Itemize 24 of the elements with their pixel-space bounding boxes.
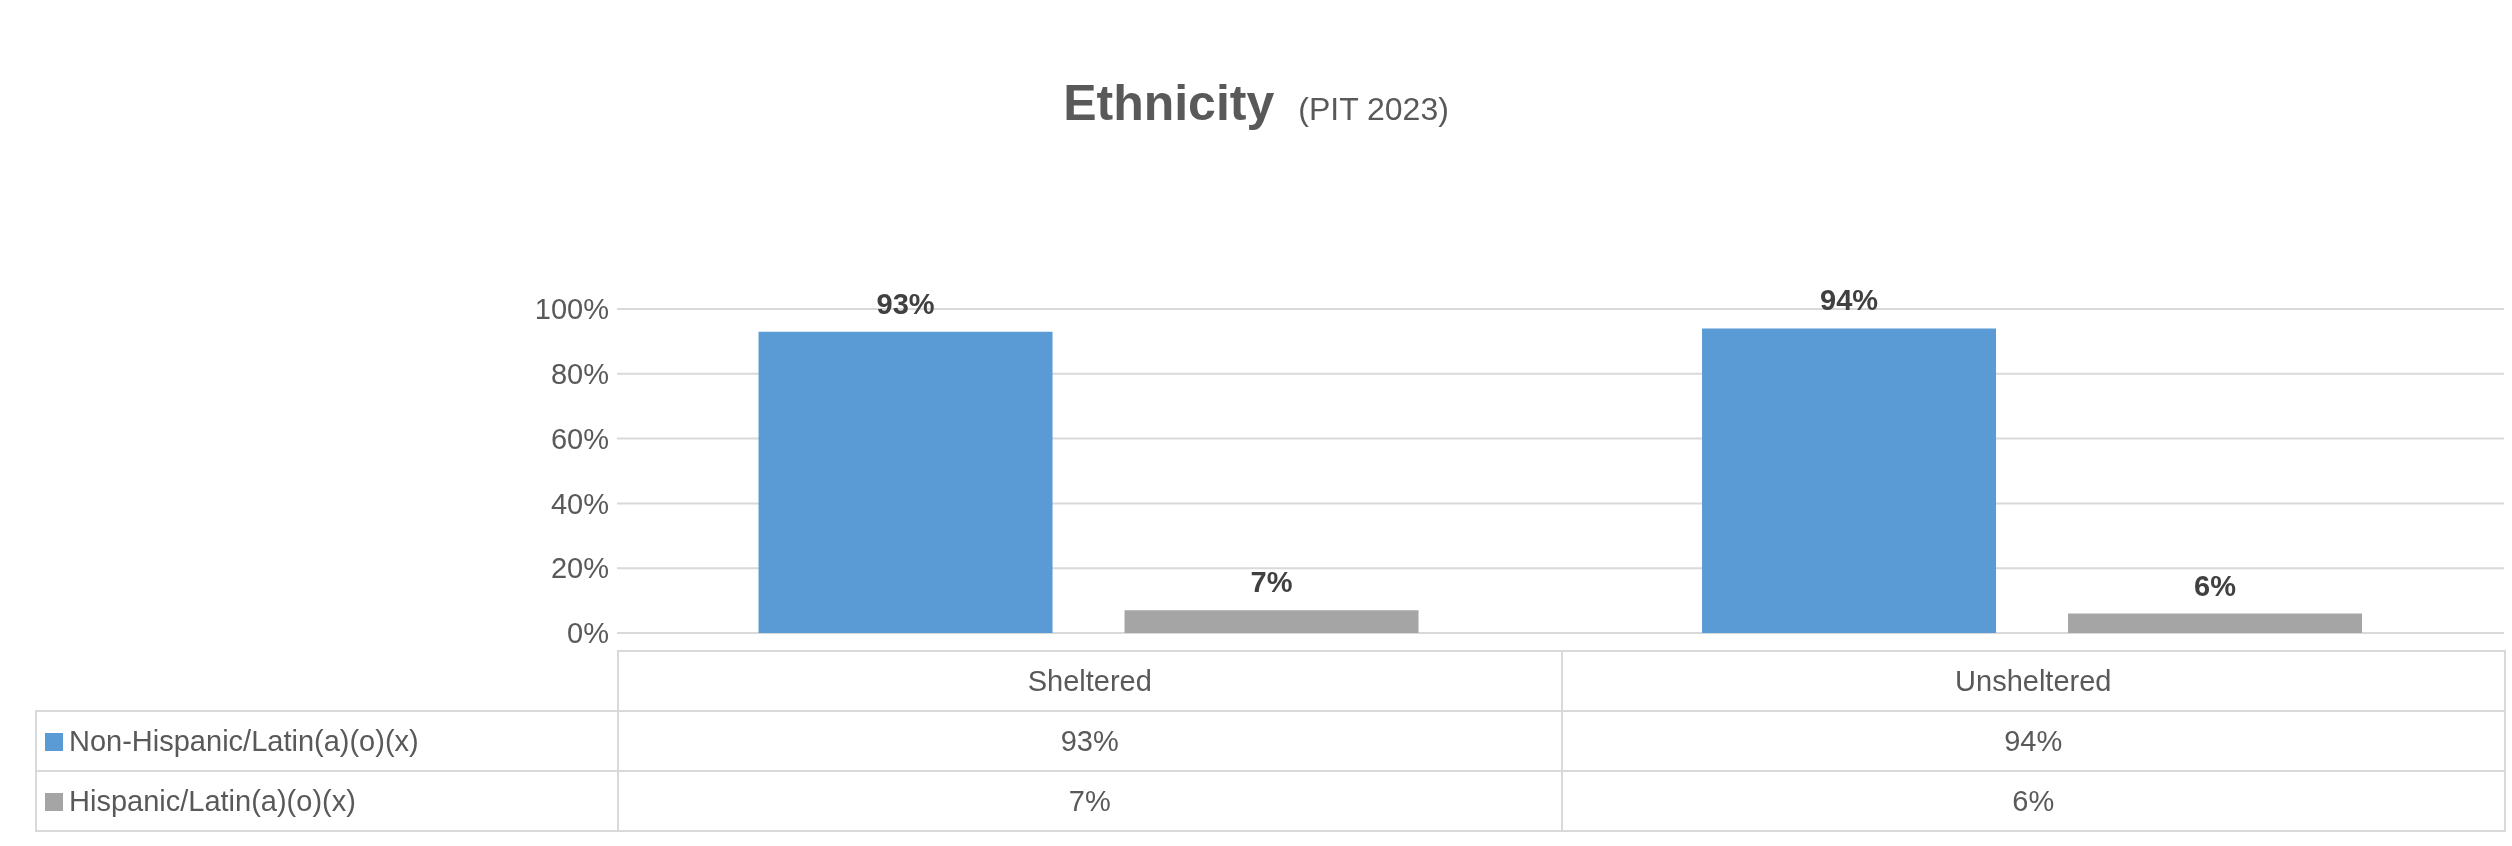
bar: [2068, 613, 2363, 633]
bar: [1124, 610, 1419, 633]
y-tick-label: 20%: [550, 552, 609, 585]
text: 7%: [1250, 566, 1293, 599]
data-label: 94%: [1561, 711, 2505, 771]
x-tick-label: Unsheltered: [1561, 651, 2505, 711]
y-tick-label: 80%: [550, 358, 609, 391]
text: 93%: [876, 287, 935, 320]
y-tick-label: 60%: [550, 422, 609, 455]
data-label: 6%: [1561, 771, 2505, 831]
legend-label: Non-Hispanic/Latin(a)(o)(x): [36, 711, 618, 771]
legend-label: Hispanic/Latin(a)(o)(x): [36, 771, 618, 831]
chart-subtitle: (PIT 2023): [1298, 91, 1449, 127]
bar: [758, 331, 1053, 633]
data-label: 93%: [618, 711, 1562, 771]
chart-title: Ethnicity: [1063, 75, 1275, 131]
text: 6%: [2194, 569, 2236, 602]
x-tick-label: Sheltered: [618, 651, 1562, 711]
y-tick-label: 40%: [550, 487, 609, 520]
text: 94%: [1820, 284, 1879, 317]
y-tick-label: 100%: [534, 293, 609, 326]
bar: [1702, 328, 1997, 633]
data-label: 7%: [618, 771, 1562, 831]
y-tick-label: 0%: [567, 617, 609, 650]
